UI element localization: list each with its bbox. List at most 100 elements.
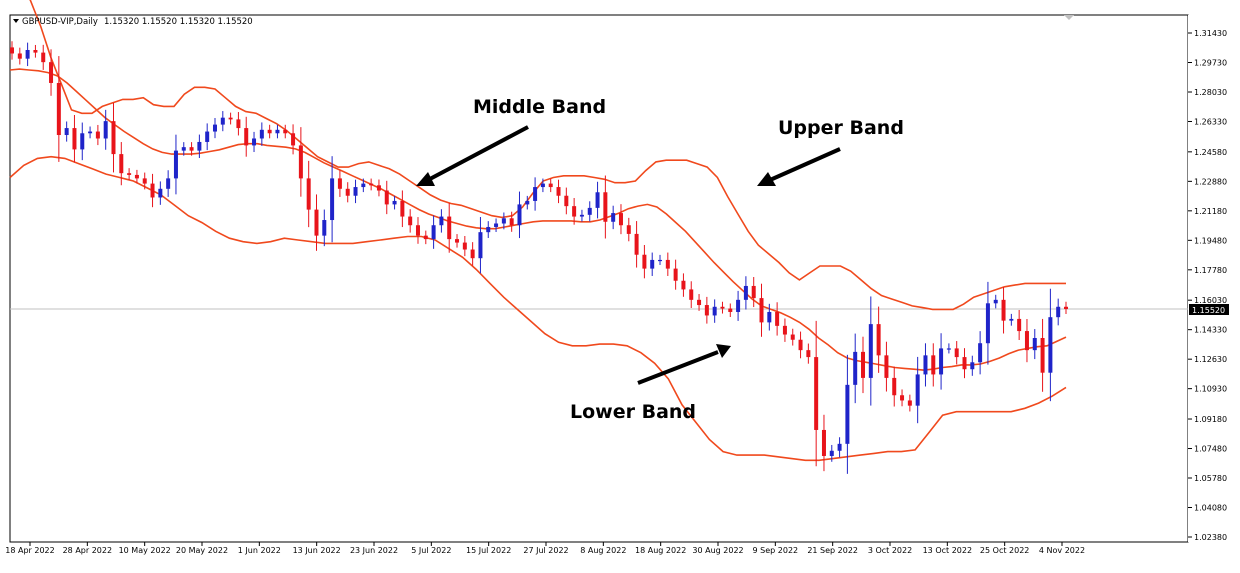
candle-bull bbox=[845, 384, 850, 444]
y-tick-label: 1.12630 bbox=[1194, 355, 1227, 364]
candle-bear bbox=[10, 47, 14, 54]
candle-bear bbox=[369, 183, 374, 186]
candle-bear bbox=[306, 178, 311, 210]
candle-bull bbox=[88, 131, 93, 134]
y-tick-label: 1.09180 bbox=[1194, 415, 1227, 424]
candle-bear bbox=[618, 213, 623, 226]
candle-bear bbox=[298, 145, 303, 179]
candle-bear bbox=[634, 233, 639, 255]
x-tick-label: 4 Nov 2022 bbox=[1039, 546, 1085, 555]
candle-bear bbox=[689, 289, 694, 300]
bollinger-bands bbox=[9, 0, 1067, 462]
candle-bull bbox=[1009, 318, 1014, 321]
candle-bull bbox=[533, 187, 538, 201]
candle-bear bbox=[127, 173, 132, 175]
candle-bear bbox=[384, 190, 389, 205]
candle-bear bbox=[556, 187, 561, 196]
candle-bull bbox=[80, 133, 85, 150]
candle-bear bbox=[423, 235, 428, 240]
middle-band-arrow bbox=[427, 125, 529, 182]
candle-bull bbox=[259, 129, 264, 139]
candle-bull bbox=[166, 178, 171, 189]
x-tick-label: 30 Aug 2022 bbox=[692, 546, 743, 555]
candle-bear bbox=[900, 395, 905, 401]
candle-bull bbox=[915, 374, 920, 406]
lower-band-line bbox=[9, 155, 1067, 462]
candle-bear bbox=[861, 351, 866, 378]
candle-bull bbox=[361, 183, 366, 188]
candle-bull bbox=[525, 200, 530, 205]
candle-bear bbox=[314, 209, 319, 236]
current-price-tag bbox=[1189, 304, 1229, 315]
symbol-label: GBPUSD-VIP,Daily bbox=[22, 17, 98, 27]
lower-band-arrowhead bbox=[716, 344, 731, 358]
candle-bear bbox=[806, 350, 811, 358]
x-tick-label: 8 Aug 2022 bbox=[580, 546, 626, 555]
candle-bear bbox=[455, 239, 460, 243]
x-tick-label: 23 Jun 2022 bbox=[350, 546, 398, 555]
candle-bear bbox=[267, 129, 272, 134]
candle-bear bbox=[665, 259, 670, 269]
x-tick-label: 1 Jun 2022 bbox=[238, 546, 281, 555]
candle-bull bbox=[158, 188, 163, 198]
candle-bull bbox=[478, 232, 483, 259]
candlesticks bbox=[10, 41, 1068, 474]
candle-bull bbox=[611, 213, 616, 222]
candle-bear bbox=[462, 242, 467, 250]
y-tick-label: 1.17780 bbox=[1194, 266, 1227, 275]
symbol-menu-icon[interactable] bbox=[13, 19, 19, 23]
candle-bull bbox=[923, 355, 928, 375]
candle-bear bbox=[728, 308, 733, 312]
x-tick-label: 27 Jul 2022 bbox=[523, 546, 568, 555]
candle-bear bbox=[1017, 318, 1022, 332]
candle-bull bbox=[993, 299, 998, 304]
candle-bear bbox=[798, 339, 803, 351]
candle-bull bbox=[767, 311, 772, 323]
candle-bull bbox=[1048, 317, 1053, 373]
candle-bear bbox=[673, 268, 678, 281]
candle-bear bbox=[548, 183, 553, 188]
y-tick-label: 1.02380 bbox=[1194, 533, 1227, 542]
candle-bull bbox=[252, 138, 257, 146]
candle-bear bbox=[775, 311, 780, 326]
candle-bull bbox=[517, 204, 522, 226]
candle-bear bbox=[119, 154, 124, 174]
x-tick-label: 20 May 2022 bbox=[176, 546, 228, 555]
upper-band-line bbox=[29, 0, 1066, 311]
candle-bear bbox=[134, 174, 139, 179]
candle-bear bbox=[1064, 306, 1068, 310]
candle-bear bbox=[283, 129, 288, 134]
candle-bull bbox=[985, 303, 990, 344]
x-tick-label: 10 May 2022 bbox=[119, 546, 171, 555]
candle-bear bbox=[884, 355, 889, 378]
candle-bull bbox=[275, 129, 280, 134]
y-tick-label: 1.26330 bbox=[1194, 117, 1227, 126]
candle-bear bbox=[150, 183, 155, 198]
candle-bear bbox=[447, 216, 452, 240]
x-tick-label: 25 Oct 2022 bbox=[980, 546, 1029, 555]
candle-bear bbox=[400, 200, 405, 217]
candle-bear bbox=[603, 192, 608, 222]
candle-bear bbox=[49, 62, 54, 83]
candle-bull bbox=[837, 443, 842, 451]
candle-bull bbox=[587, 207, 592, 215]
y-tick-label: 1.10930 bbox=[1194, 385, 1227, 394]
candle-bear bbox=[509, 218, 514, 226]
y-axis: 1.31430 1.29730 1.28030 1.26330 1.24580 1.228… bbox=[1188, 29, 1227, 542]
candle-bear bbox=[1001, 299, 1006, 321]
x-tick-label: 15 Jul 2022 bbox=[466, 546, 511, 555]
candle-bull bbox=[205, 131, 210, 142]
candle-bear bbox=[142, 178, 147, 184]
chart-shift-icon[interactable] bbox=[1064, 15, 1074, 20]
y-tick-label: 1.28030 bbox=[1194, 88, 1227, 97]
ohlc-readout: 1.15320 1.15520 1.15320 1.15520 bbox=[104, 17, 253, 27]
candle-bull bbox=[501, 218, 506, 224]
candle-bull bbox=[658, 259, 663, 262]
candle-bull bbox=[1056, 306, 1061, 318]
candle-bull bbox=[322, 220, 327, 236]
candle-bear bbox=[111, 121, 116, 155]
candle-bull bbox=[181, 147, 186, 151]
candle-bull bbox=[64, 128, 69, 136]
candle-bear bbox=[17, 53, 22, 59]
